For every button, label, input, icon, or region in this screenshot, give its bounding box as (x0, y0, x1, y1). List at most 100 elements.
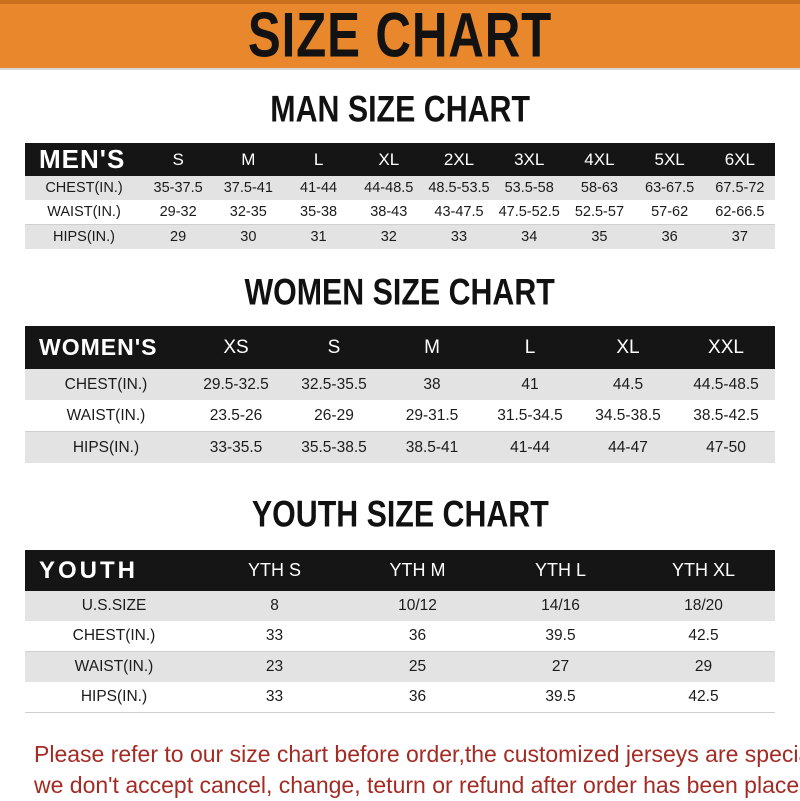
size-value-cell: 33 (265, 627, 284, 644)
size-value-cell: 38 (423, 375, 441, 393)
measurement-row-label: HIPS(IN.) (52, 229, 116, 245)
women-section-heading-text: WOMEN SIZE CHART (244, 270, 556, 313)
measurement-row: CHEST(IN.) 29.5-32.5 32.5-35.5 38 41 44.5 44.5… (25, 369, 775, 400)
table-group-label: WOMEN'S (25, 326, 187, 369)
table-group-label: MEN'S (25, 143, 143, 176)
size-value-cell: 14/16 (541, 597, 580, 614)
size-value-cell: 35 (591, 229, 608, 245)
size-value-cell: 44-48.5 (364, 180, 414, 196)
measurement-row-label: WAIST(IN.) (47, 204, 121, 220)
size-column-header: YTH M (346, 550, 489, 591)
womens-size-table: WOMEN'S XS S M L XL XXL CHEST(IN.) 29.5-32.5 32.5… (25, 326, 775, 463)
size-value-cell: 39.5 (545, 627, 576, 644)
measurement-row: WAIST(IN.) 23 25 27 29 (25, 651, 775, 682)
size-value-cell: 44.5 (612, 375, 644, 393)
measurement-row: CHEST(IN.) 33 36 39.5 42.5 (25, 621, 775, 652)
size-value-cell: 41 (521, 375, 539, 393)
women-size-chart-section: WOMEN SIZE CHART WOMEN'S XS S M L XL XXL CHEST(… (0, 270, 800, 463)
size-value-cell: 18/20 (684, 597, 723, 614)
measurement-row: WAIST(IN.) 29-32 32-35 35-38 38-43 43-47.5 47.… (25, 200, 775, 225)
size-column-header: XXL (677, 326, 775, 369)
size-value-cell: 29 (694, 658, 713, 675)
disclaimer: Please refer to our size chart before or… (34, 739, 800, 801)
youth-size-table: YOUTH YTH S YTH M YTH L YTH XL U.S.SIZE 8 10/12… (25, 550, 775, 713)
size-value-cell: 33 (265, 688, 284, 705)
women-section-heading: WOMEN SIZE CHART (0, 270, 800, 313)
size-value-cell: 31 (310, 229, 327, 245)
size-value-cell: 38.5-42.5 (693, 406, 759, 424)
size-value-cell: 35.5-38.5 (301, 438, 367, 456)
size-value-cell: 34 (521, 229, 538, 245)
size-value-cell: 52.5-57 (574, 204, 625, 220)
size-column-header: L (283, 143, 354, 176)
size-column-header: 4XL (564, 143, 635, 176)
measurement-row: WAIST(IN.) 23.5-26 26-29 29-31.5 31.5-34.5 34… (25, 400, 775, 432)
banner: SIZE CHART (0, 0, 800, 70)
size-value-cell: 43-47.5 (434, 204, 484, 220)
size-value-cell: 8 (270, 597, 279, 614)
youth-section-heading: YOUTH SIZE CHART (0, 494, 800, 532)
measurement-row-label: CHEST(IN.) (64, 375, 148, 393)
size-column-header: YTH L (489, 550, 632, 591)
size-value-cell: 47.5-52.5 (498, 204, 560, 220)
disclaimer-line-2: we don't accept cancel, change, teturn o… (34, 772, 800, 798)
size-column-header: XL (353, 143, 424, 176)
size-value-cell: 57-62 (651, 204, 689, 220)
size-column-header: M (213, 143, 284, 176)
size-value-cell: 58-63 (580, 180, 618, 196)
size-value-cell: 36 (661, 229, 678, 245)
measurement-row: CHEST(IN.) 35-37.5 37.5-41 41-44 44-48.5 48.5… (25, 176, 775, 200)
size-column-header: YTH S (203, 550, 346, 591)
size-value-cell: 41-44 (510, 438, 550, 456)
size-column-header: S (285, 326, 383, 369)
size-column-header: 5XL (634, 143, 705, 176)
size-value-cell: 31.5-34.5 (497, 406, 563, 424)
size-value-cell: 41-44 (300, 180, 338, 196)
size-value-cell: 29-32 (159, 204, 197, 220)
measurement-row-label: HIPS(IN.) (72, 438, 140, 456)
size-column-header: XL (579, 326, 677, 369)
size-column-header: XS (187, 326, 285, 369)
measurement-row-label: WAIST(IN.) (74, 658, 154, 675)
banner-title: SIZE CHART (247, 0, 553, 71)
size-value-cell: 42.5 (688, 627, 719, 644)
size-value-cell: 33 (450, 229, 468, 245)
size-column-header: 2XL (423, 143, 495, 176)
size-column-header: S (143, 143, 214, 176)
size-value-cell: 53.5-58 (504, 180, 554, 196)
man-size-chart-section: MAN SIZE CHART MEN'S S M L XL 2XL 3XL 4XL 5XL 6XL… (0, 89, 800, 249)
size-table-header-row: MEN'S S M L XL 2XL 3XL 4XL 5XL 6XL (25, 143, 775, 176)
size-value-cell: 23 (265, 658, 284, 675)
size-value-cell: 67.5-72 (715, 180, 765, 196)
measurement-row-label: CHEST(IN.) (45, 180, 123, 196)
measurement-row-label: U.S.SIZE (81, 597, 147, 614)
size-column-header: L (481, 326, 579, 369)
size-value-cell: 39.5 (545, 688, 576, 705)
size-value-cell: 29 (170, 229, 187, 245)
size-value-cell: 27 (551, 658, 570, 675)
size-value-cell: 44.5-48.5 (693, 375, 759, 393)
size-value-cell: 33-35.5 (209, 438, 263, 456)
measurement-row: HIPS(IN.) 29 30 31 32 33 34 35 36 37 (25, 224, 775, 249)
size-value-cell: 37 (731, 229, 748, 245)
size-value-cell: 30 (240, 229, 257, 245)
size-value-cell: 10/12 (398, 597, 437, 614)
size-column-header: YTH XL (632, 550, 775, 591)
size-value-cell: 35-38 (300, 204, 338, 220)
size-column-header: M (383, 326, 481, 369)
size-column-header: 3XL (494, 143, 565, 176)
man-section-heading: MAN SIZE CHART (0, 89, 800, 127)
size-table-header-row: YOUTH YTH S YTH M YTH L YTH XL (25, 550, 775, 591)
size-value-cell: 44-47 (608, 438, 648, 456)
youth-size-chart-section: YOUTH SIZE CHART YOUTH YTH S YTH M YTH L YTH… (0, 494, 800, 713)
measurement-row-label: CHEST(IN.) (72, 627, 156, 644)
measurement-row: HIPS(IN.) 33-35.5 35.5-38.5 38.5-41 41-44 44-… (25, 431, 775, 463)
size-column-header: 6XL (704, 143, 775, 176)
measurement-row: U.S.SIZE 8 10/12 14/16 18/20 (25, 591, 775, 621)
size-value-cell: 48.5-53.5 (428, 180, 490, 196)
size-value-cell: 37.5-41 (223, 180, 273, 196)
disclaimer-line-1: Please refer to our size chart before or… (34, 741, 800, 767)
size-value-cell: 47-50 (706, 438, 746, 456)
size-value-cell: 29-31.5 (405, 406, 459, 424)
size-value-cell: 23.5-26 (209, 406, 263, 424)
